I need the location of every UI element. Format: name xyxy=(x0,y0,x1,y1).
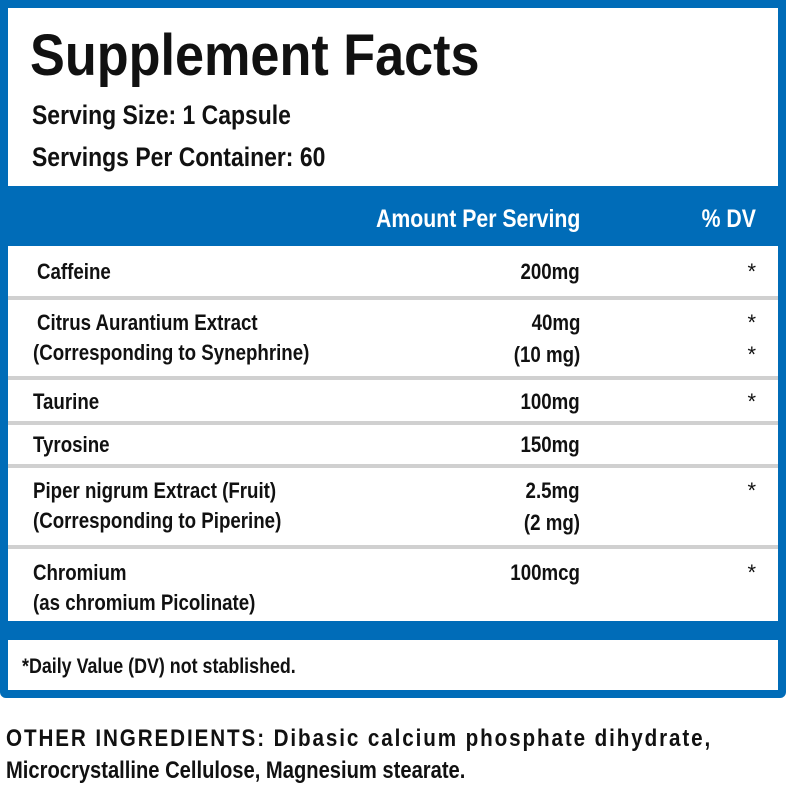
other-ingredients-line-2: Microcrystalline Cellulose, Magnesium st… xyxy=(6,757,466,784)
ingredient-amount: 40mg xyxy=(531,310,580,335)
ingredient-name: Tyrosine xyxy=(33,432,110,457)
ingredient-subamount: (10 mg) xyxy=(513,342,580,367)
ingredients-table xyxy=(8,246,778,621)
divider xyxy=(8,464,778,468)
divider xyxy=(8,296,778,300)
ingredient-dv: * xyxy=(747,310,756,335)
footnote: *Daily Value (DV) not stablished. xyxy=(22,655,296,678)
ingredient-name: Citrus Aurantium Extract xyxy=(37,310,258,335)
ingredient-dv: * xyxy=(747,478,756,503)
serving-size: Serving Size: 1 Capsule xyxy=(32,100,291,130)
ingredient-dv: * xyxy=(747,560,756,585)
ingredient-dv: * xyxy=(747,389,756,414)
ingredient-subname: (Corresponding to Synephrine) xyxy=(33,340,310,365)
ingredient-amount: 100mg xyxy=(520,389,580,414)
ingredient-dv: * xyxy=(747,259,756,284)
ingredient-name: Piper nigrum Extract (Fruit) xyxy=(33,478,277,503)
ingredient-amount: 100mcg xyxy=(510,560,580,585)
dv-header: % DV xyxy=(701,205,756,233)
ingredient-sub-dv: * xyxy=(747,342,756,367)
ingredient-subamount: (2 mg) xyxy=(523,510,580,535)
title: Supplement Facts xyxy=(30,23,480,88)
divider xyxy=(8,545,778,549)
ingredient-name: Chromium xyxy=(33,560,127,585)
footnote-section xyxy=(8,640,778,690)
amount-per-serving-header: Amount Per Serving xyxy=(375,205,580,233)
ingredient-subname: (Corresponding to Piperine) xyxy=(33,508,282,533)
ingredient-amount: 200mg xyxy=(520,259,580,284)
divider xyxy=(8,421,778,425)
ingredient-name: Taurine xyxy=(33,389,100,414)
ingredient-subname: (as chromium Picolinate) xyxy=(33,590,256,615)
divider xyxy=(8,376,778,380)
servings-per-container: Servings Per Container: 60 xyxy=(32,142,326,172)
ingredient-name: Caffeine xyxy=(37,259,111,284)
other-ingredients: OTHER INGREDIENTS: Dibasic calcium phosp… xyxy=(6,725,713,752)
ingredient-amount: 2.5mg xyxy=(525,478,580,503)
ingredient-amount: 150mg xyxy=(520,432,580,457)
title-section xyxy=(8,8,778,186)
